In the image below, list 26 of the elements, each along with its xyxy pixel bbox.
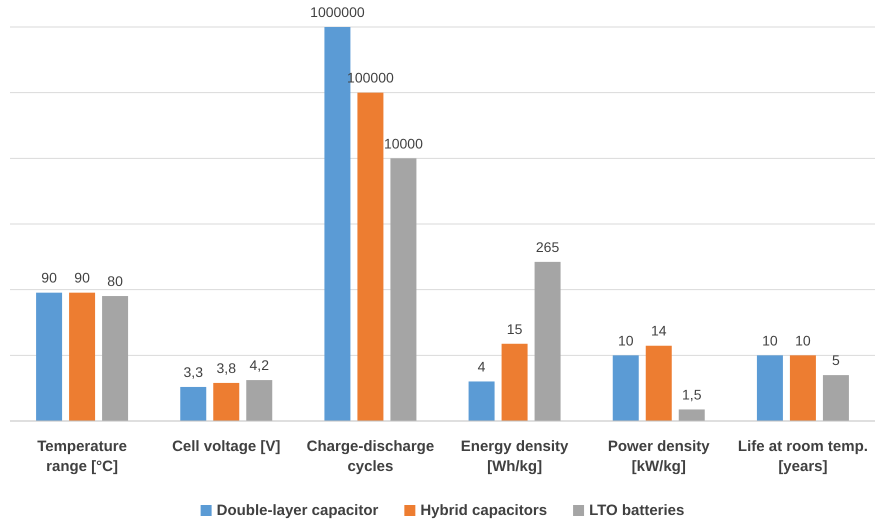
data-label: 3,8 bbox=[216, 360, 236, 376]
data-label: 4 bbox=[478, 358, 486, 374]
data-label: 4,2 bbox=[250, 357, 270, 374]
data-label: 10 bbox=[762, 332, 778, 348]
data-label: 80 bbox=[107, 273, 124, 290]
data-label: 1000000 bbox=[310, 4, 365, 20]
x-tick-label: Energy density [Wh/kg] bbox=[460, 438, 569, 475]
data-label: 10 bbox=[618, 332, 634, 348]
x-tick-label: Power density [kW/kg] bbox=[608, 438, 710, 475]
legend-label: LTO batteries bbox=[589, 502, 684, 519]
data-label: 90 bbox=[41, 270, 58, 286]
data-label: 90 bbox=[74, 270, 90, 286]
x-tick-label: Cell voltage [V] bbox=[172, 438, 280, 455]
data-label: 3,3 bbox=[184, 364, 204, 380]
legend-label: Hybrid capacitors bbox=[420, 502, 548, 519]
x-tick-label: Temperature range [°C] bbox=[37, 438, 127, 475]
data-label: 1,5 bbox=[682, 386, 702, 402]
data-label: 15 bbox=[506, 320, 523, 337]
x-tick-label: Life at room temp. [years] bbox=[738, 438, 868, 475]
data-label: 14 bbox=[650, 322, 667, 339]
data-label: 10 bbox=[795, 332, 811, 348]
data-label: 5 bbox=[832, 352, 840, 368]
data-label: 265 bbox=[536, 238, 560, 255]
legend-label: Double-layer capacitor bbox=[216, 502, 379, 519]
data-label: 10000 bbox=[384, 135, 424, 152]
x-tick-label: Charge-discharge cycles bbox=[306, 438, 434, 475]
